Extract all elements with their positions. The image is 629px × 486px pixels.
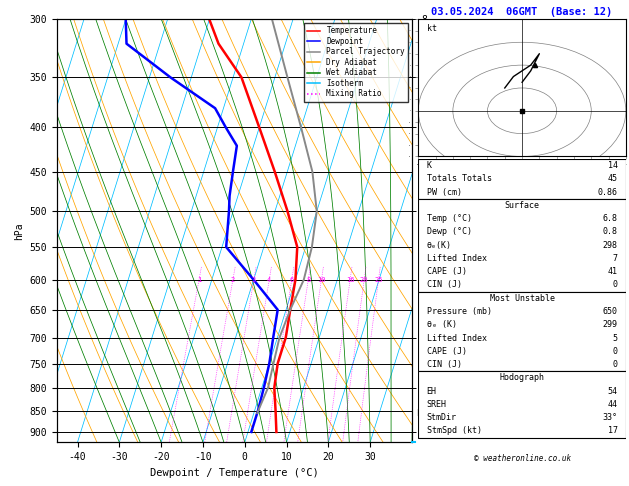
Text: Lifted Index: Lifted Index [426, 254, 487, 263]
FancyBboxPatch shape [418, 371, 626, 437]
Text: 0: 0 [613, 280, 618, 290]
Text: Hodograph: Hodograph [499, 373, 545, 382]
Text: 298: 298 [603, 241, 618, 250]
Text: CIN (J): CIN (J) [426, 280, 462, 290]
Text: 0: 0 [613, 347, 618, 356]
Text: 3: 3 [252, 277, 256, 283]
Text: SREH: SREH [426, 400, 447, 409]
Text: 45: 45 [608, 174, 618, 183]
Text: LCL: LCL [416, 409, 431, 417]
Text: © weatheronline.co.uk: © weatheronline.co.uk [474, 454, 571, 463]
FancyBboxPatch shape [418, 199, 626, 292]
Text: 0.8: 0.8 [603, 227, 618, 236]
Text: 03.05.2024  06GMT  (Base: 12): 03.05.2024 06GMT (Base: 12) [431, 7, 613, 17]
Text: km
ASL: km ASL [433, 19, 450, 39]
Text: 20: 20 [360, 277, 369, 283]
Text: PW (cm): PW (cm) [426, 188, 462, 197]
Text: CAPE (J): CAPE (J) [426, 267, 467, 276]
Text: K: K [426, 161, 431, 170]
Text: 14: 14 [608, 161, 618, 170]
Text: Pressure (mb): Pressure (mb) [426, 307, 492, 316]
Text: 4: 4 [267, 277, 271, 283]
X-axis label: Dewpoint / Temperature (°C): Dewpoint / Temperature (°C) [150, 468, 319, 478]
Text: 33°: 33° [603, 413, 618, 422]
Text: StmDir: StmDir [426, 413, 457, 422]
Text: 54: 54 [608, 387, 618, 396]
Text: 299: 299 [603, 320, 618, 330]
Text: 7: 7 [613, 254, 618, 263]
Text: 16: 16 [346, 277, 354, 283]
Text: 650: 650 [603, 307, 618, 316]
Y-axis label: hPa: hPa [14, 222, 24, 240]
Legend: Temperature, Dewpoint, Parcel Trajectory, Dry Adiabat, Wet Adiabat, Isotherm, Mi: Temperature, Dewpoint, Parcel Trajectory… [304, 23, 408, 102]
Text: 6.8: 6.8 [603, 214, 618, 223]
Text: Dewp (°C): Dewp (°C) [426, 227, 472, 236]
Text: kt: kt [427, 24, 437, 33]
Text: 44: 44 [608, 400, 618, 409]
Text: 25: 25 [374, 277, 383, 283]
Text: 8: 8 [306, 277, 311, 283]
Text: Temp (°C): Temp (°C) [426, 214, 472, 223]
Text: 17: 17 [608, 426, 618, 435]
Text: StmSpd (kt): StmSpd (kt) [426, 426, 482, 435]
Text: Most Unstable: Most Unstable [489, 294, 555, 303]
Text: 2: 2 [231, 277, 235, 283]
Text: CAPE (J): CAPE (J) [426, 347, 467, 356]
Text: Lifted Index: Lifted Index [426, 333, 487, 343]
Text: θₑ(K): θₑ(K) [426, 241, 452, 250]
Text: 0: 0 [613, 360, 618, 369]
FancyBboxPatch shape [418, 159, 626, 199]
Text: 0.86: 0.86 [598, 188, 618, 197]
Text: 10: 10 [317, 277, 326, 283]
Text: EH: EH [426, 387, 437, 396]
Text: 6: 6 [289, 277, 294, 283]
Text: θₑ (K): θₑ (K) [426, 320, 457, 330]
Text: 5: 5 [613, 333, 618, 343]
FancyBboxPatch shape [418, 292, 626, 371]
Text: CIN (J): CIN (J) [426, 360, 462, 369]
Text: Surface: Surface [504, 201, 540, 210]
Text: 41: 41 [608, 267, 618, 276]
Text: 1: 1 [197, 277, 201, 283]
Text: Totals Totals: Totals Totals [426, 174, 492, 183]
